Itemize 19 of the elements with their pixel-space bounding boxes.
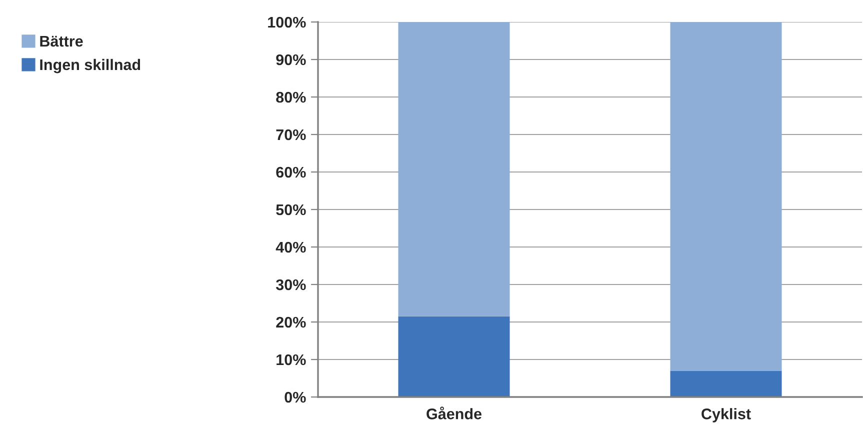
x-tick-label: Gående [426, 406, 482, 420]
y-tick-label: 90% [276, 54, 306, 66]
y-tick-label: 50% [276, 204, 306, 216]
legend-label: Bättre [40, 36, 83, 47]
bar [670, 22, 782, 371]
y-tick-label: 70% [276, 129, 306, 140]
y-tick-label: 0% [284, 392, 306, 403]
y-tick-label: 40% [276, 242, 306, 253]
bar [670, 370, 782, 397]
y-tick-label: 80% [276, 92, 306, 103]
y-tick-label: 60% [276, 166, 306, 178]
y-tick-label: 30% [276, 279, 306, 290]
legend-label: Ingen skillnad [40, 58, 140, 74]
bar [398, 22, 510, 316]
bar [398, 316, 510, 397]
y-tick-label: 10% [276, 354, 306, 366]
y-tick-label: 20% [276, 316, 306, 328]
y-tick-label: 100% [268, 16, 306, 28]
x-tick-label: Cyklist [702, 408, 751, 422]
